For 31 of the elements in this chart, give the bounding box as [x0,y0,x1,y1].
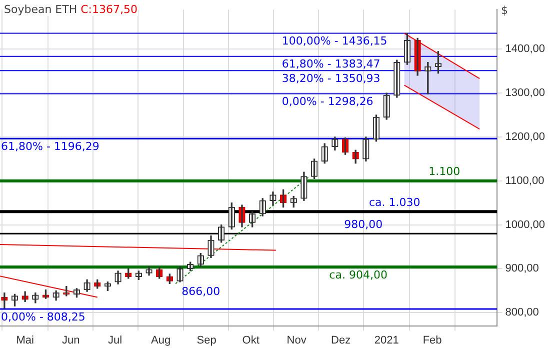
annotation: 0,00% - 1298,26 [282,95,374,108]
y-tick-label: 1000,00 [505,218,546,231]
ref-line-label: 980,00 [344,218,383,231]
y-tick-label: 1100,00 [505,174,544,187]
y-tick-label: 1300,00 [505,87,546,100]
y-axis-title: $ [501,4,508,17]
annotation: 61,80% - 1383,47 [282,58,380,71]
chart-subtitle: C:1367,50 [80,3,138,16]
annotation: 0,00% - 808,25 [1,310,86,324]
annotation: 38,20% - 1350,93 [282,72,380,86]
x-tick-label: Okt [242,334,260,346]
y-tick-label: 800,00 [505,306,539,319]
x-tick-label: Jul [108,334,122,346]
chart-title: Soybean ETH [4,3,78,16]
ref-line-label: 1.100 [428,165,460,178]
x-tick-label: Sep [196,334,216,346]
ref-line-label: ca. 904,00 [329,268,388,282]
x-tick-label: Dez [331,334,351,346]
x-tick-label: Feb [422,334,442,346]
x-tick-label: Nov [286,334,307,346]
annotation: 100,00% - 1436,15 [282,34,388,48]
x-tick-label: Aug [151,334,171,346]
x-tick-label: Mai [16,334,34,346]
annotation: 61,80% - 1196,29 [1,140,100,153]
x-tick-label: 2021 [374,334,399,346]
ref-line-label: ca. 1.030 [368,196,420,209]
annotation: 866,00 [182,285,220,298]
y-tick-label: 1400,00 [505,43,546,56]
y-tick-label: 1200,00 [505,130,546,143]
x-tick-label: Jun [62,334,80,346]
y-tick-label: 900,00 [505,262,539,275]
